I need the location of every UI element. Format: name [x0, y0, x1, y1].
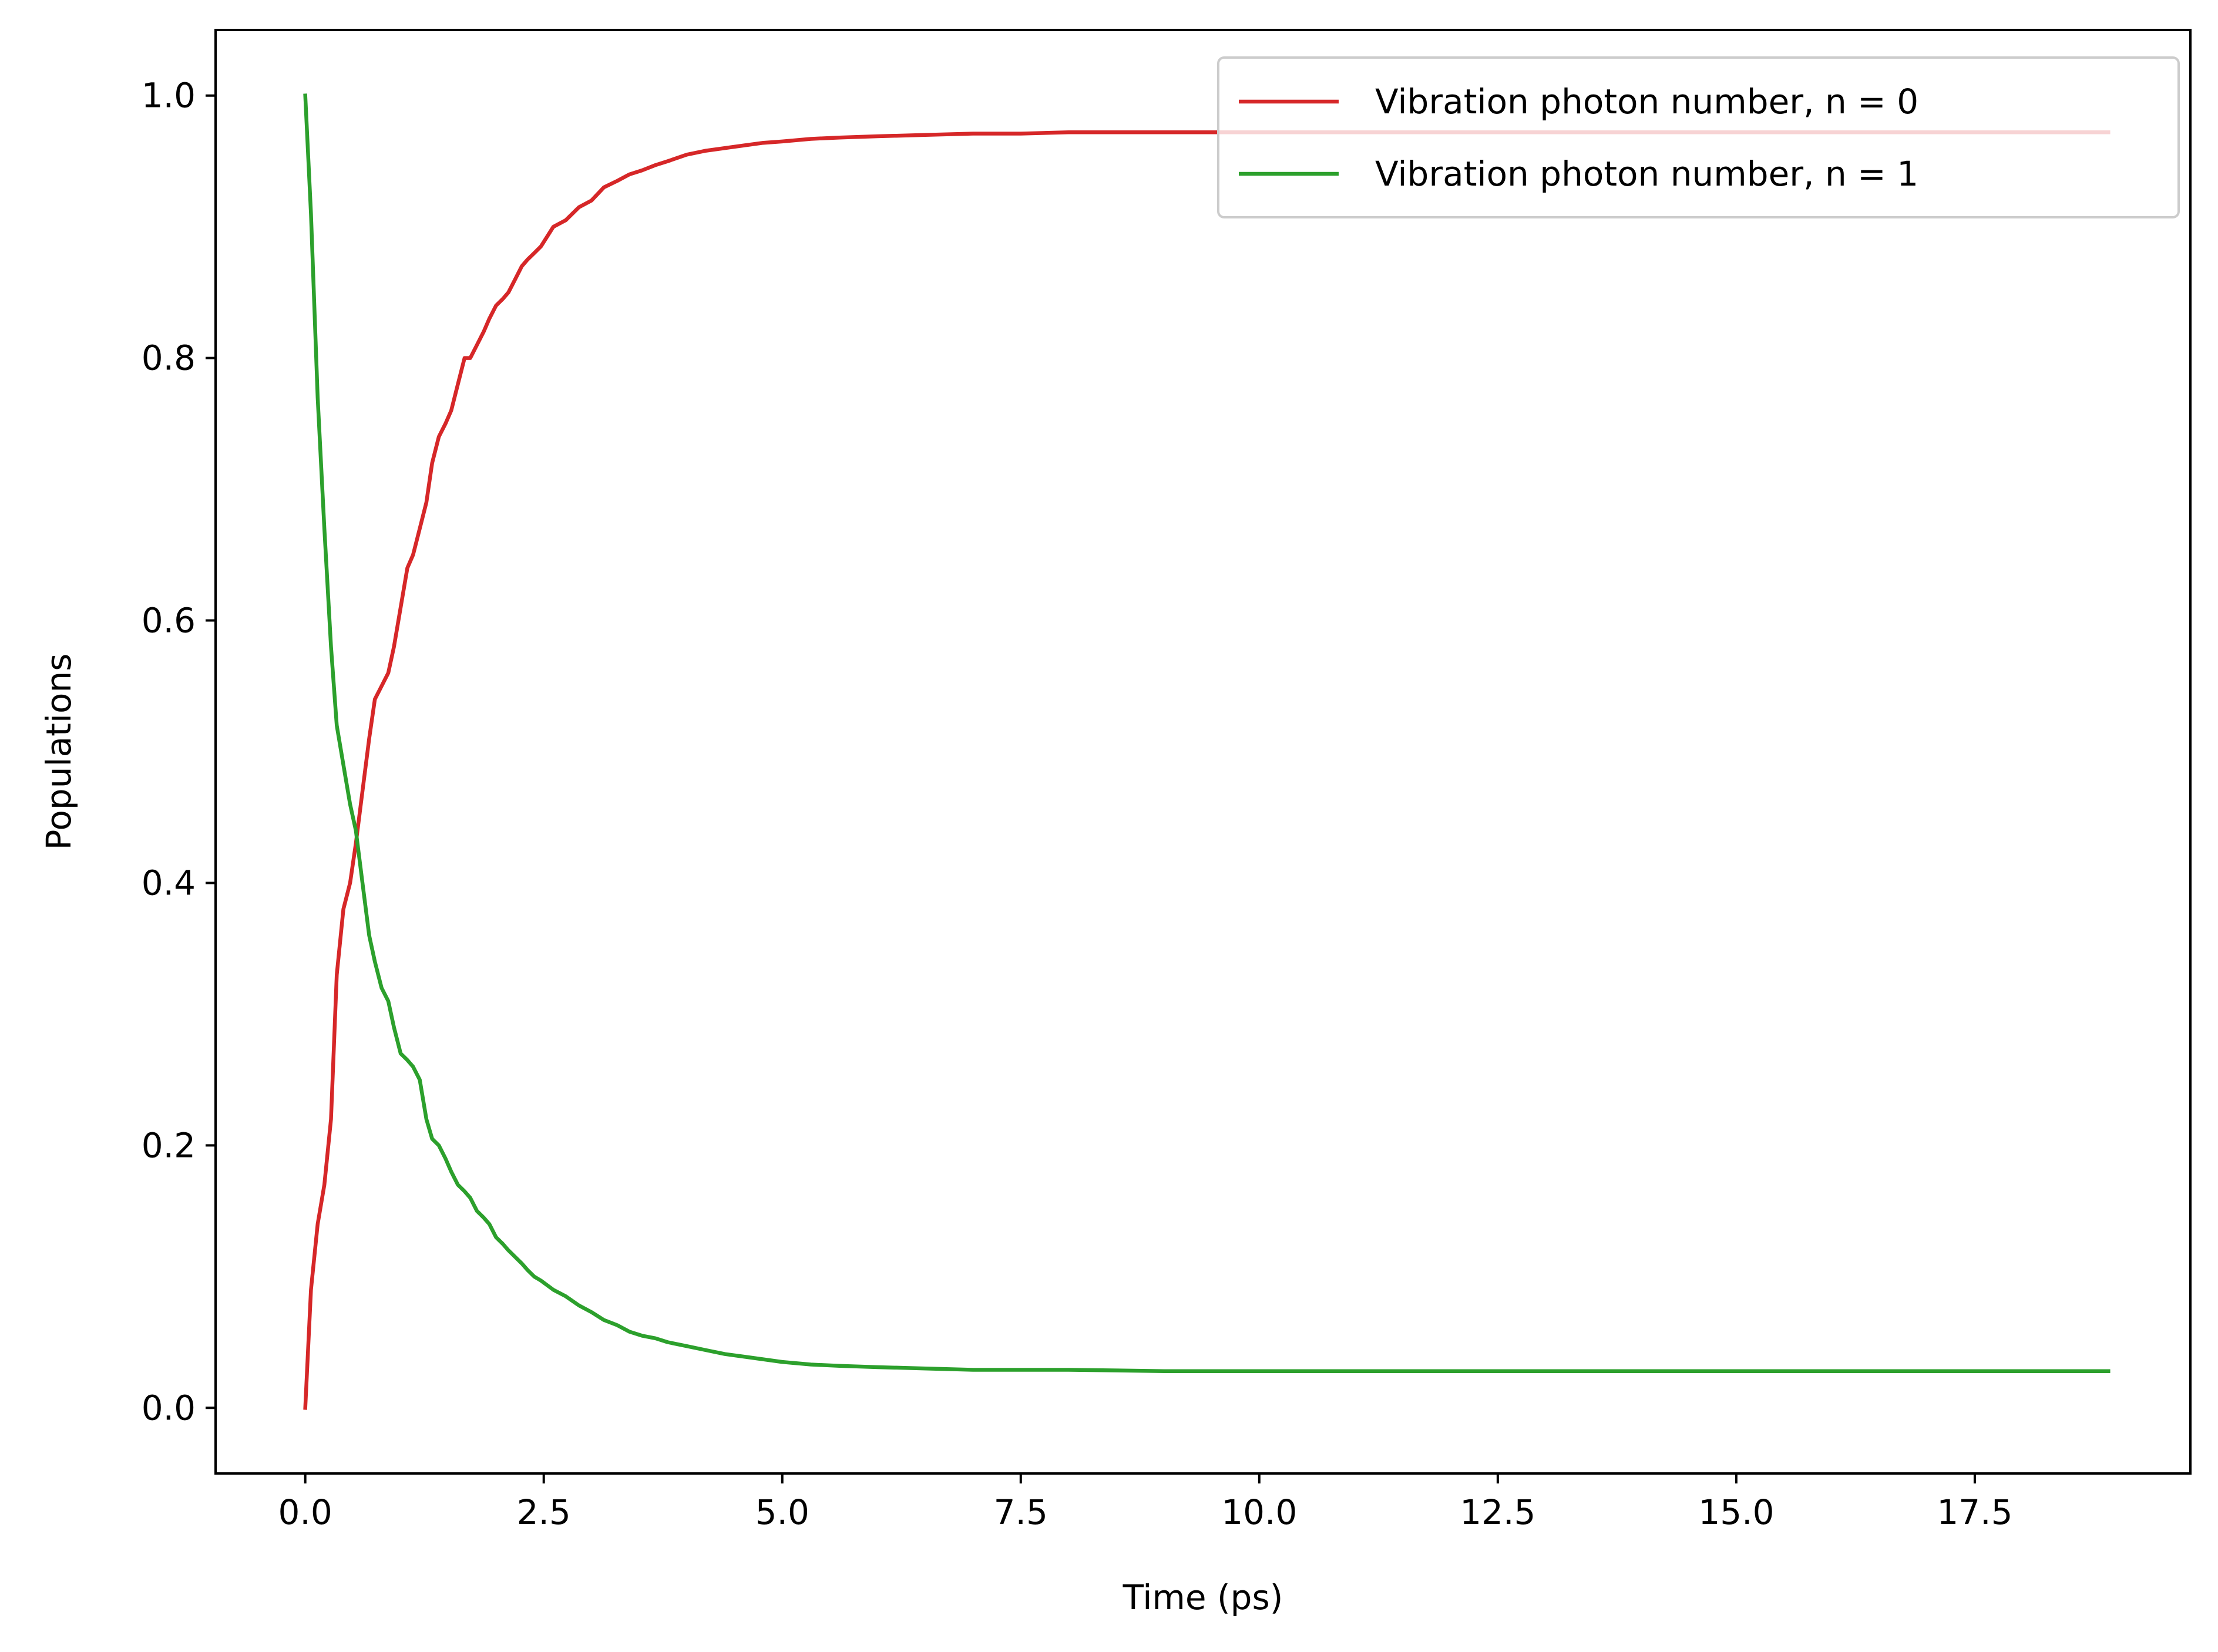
y-tick-label: 0.6	[142, 601, 196, 641]
series-1	[303, 93, 2111, 1373]
y-tick-label: 0.0	[142, 1388, 196, 1428]
legend: Vibration photon number, n = 0 Vibration …	[1217, 56, 2180, 218]
x-tick-label: 5.0	[755, 1492, 809, 1532]
y-tick-label: 1.0	[142, 76, 196, 116]
series-layer	[303, 93, 2111, 1410]
x-tick-label: 17.5	[1937, 1492, 2012, 1532]
series-line-1	[303, 93, 2111, 1373]
legend-box	[1217, 56, 2180, 218]
y-axis-ticks: 0.0 0.2 0.4 0.6 0.8 1.0	[142, 76, 216, 1428]
legend-label: Vibration photon number, n = 0	[1375, 82, 1918, 122]
x-tick-label: 0.0	[278, 1492, 332, 1532]
x-tick-label: 2.5	[517, 1492, 571, 1532]
legend-label: Vibration photon number, n = 1	[1375, 154, 1918, 194]
y-tick-label: 0.4	[142, 863, 196, 903]
y-tick-label: 0.8	[142, 338, 196, 378]
y-tick-label: 0.2	[142, 1125, 196, 1165]
axes-frame	[214, 29, 2192, 1475]
y-axis-label: Populations	[39, 654, 79, 850]
x-tick-label: 10.0	[1221, 1492, 1297, 1532]
series-line-0	[303, 130, 2111, 1410]
x-tick-label: 15.0	[1698, 1492, 1774, 1532]
x-tick-label: 7.5	[994, 1492, 1048, 1532]
x-tick-label: 12.5	[1460, 1492, 1535, 1532]
x-axis-ticks: 0.0 2.5 5.0 7.5 10.0 12.5 15.0 17.5	[278, 1473, 2013, 1532]
x-axis-label: Time (ps)	[1123, 1577, 1283, 1617]
series-0	[303, 130, 2111, 1410]
